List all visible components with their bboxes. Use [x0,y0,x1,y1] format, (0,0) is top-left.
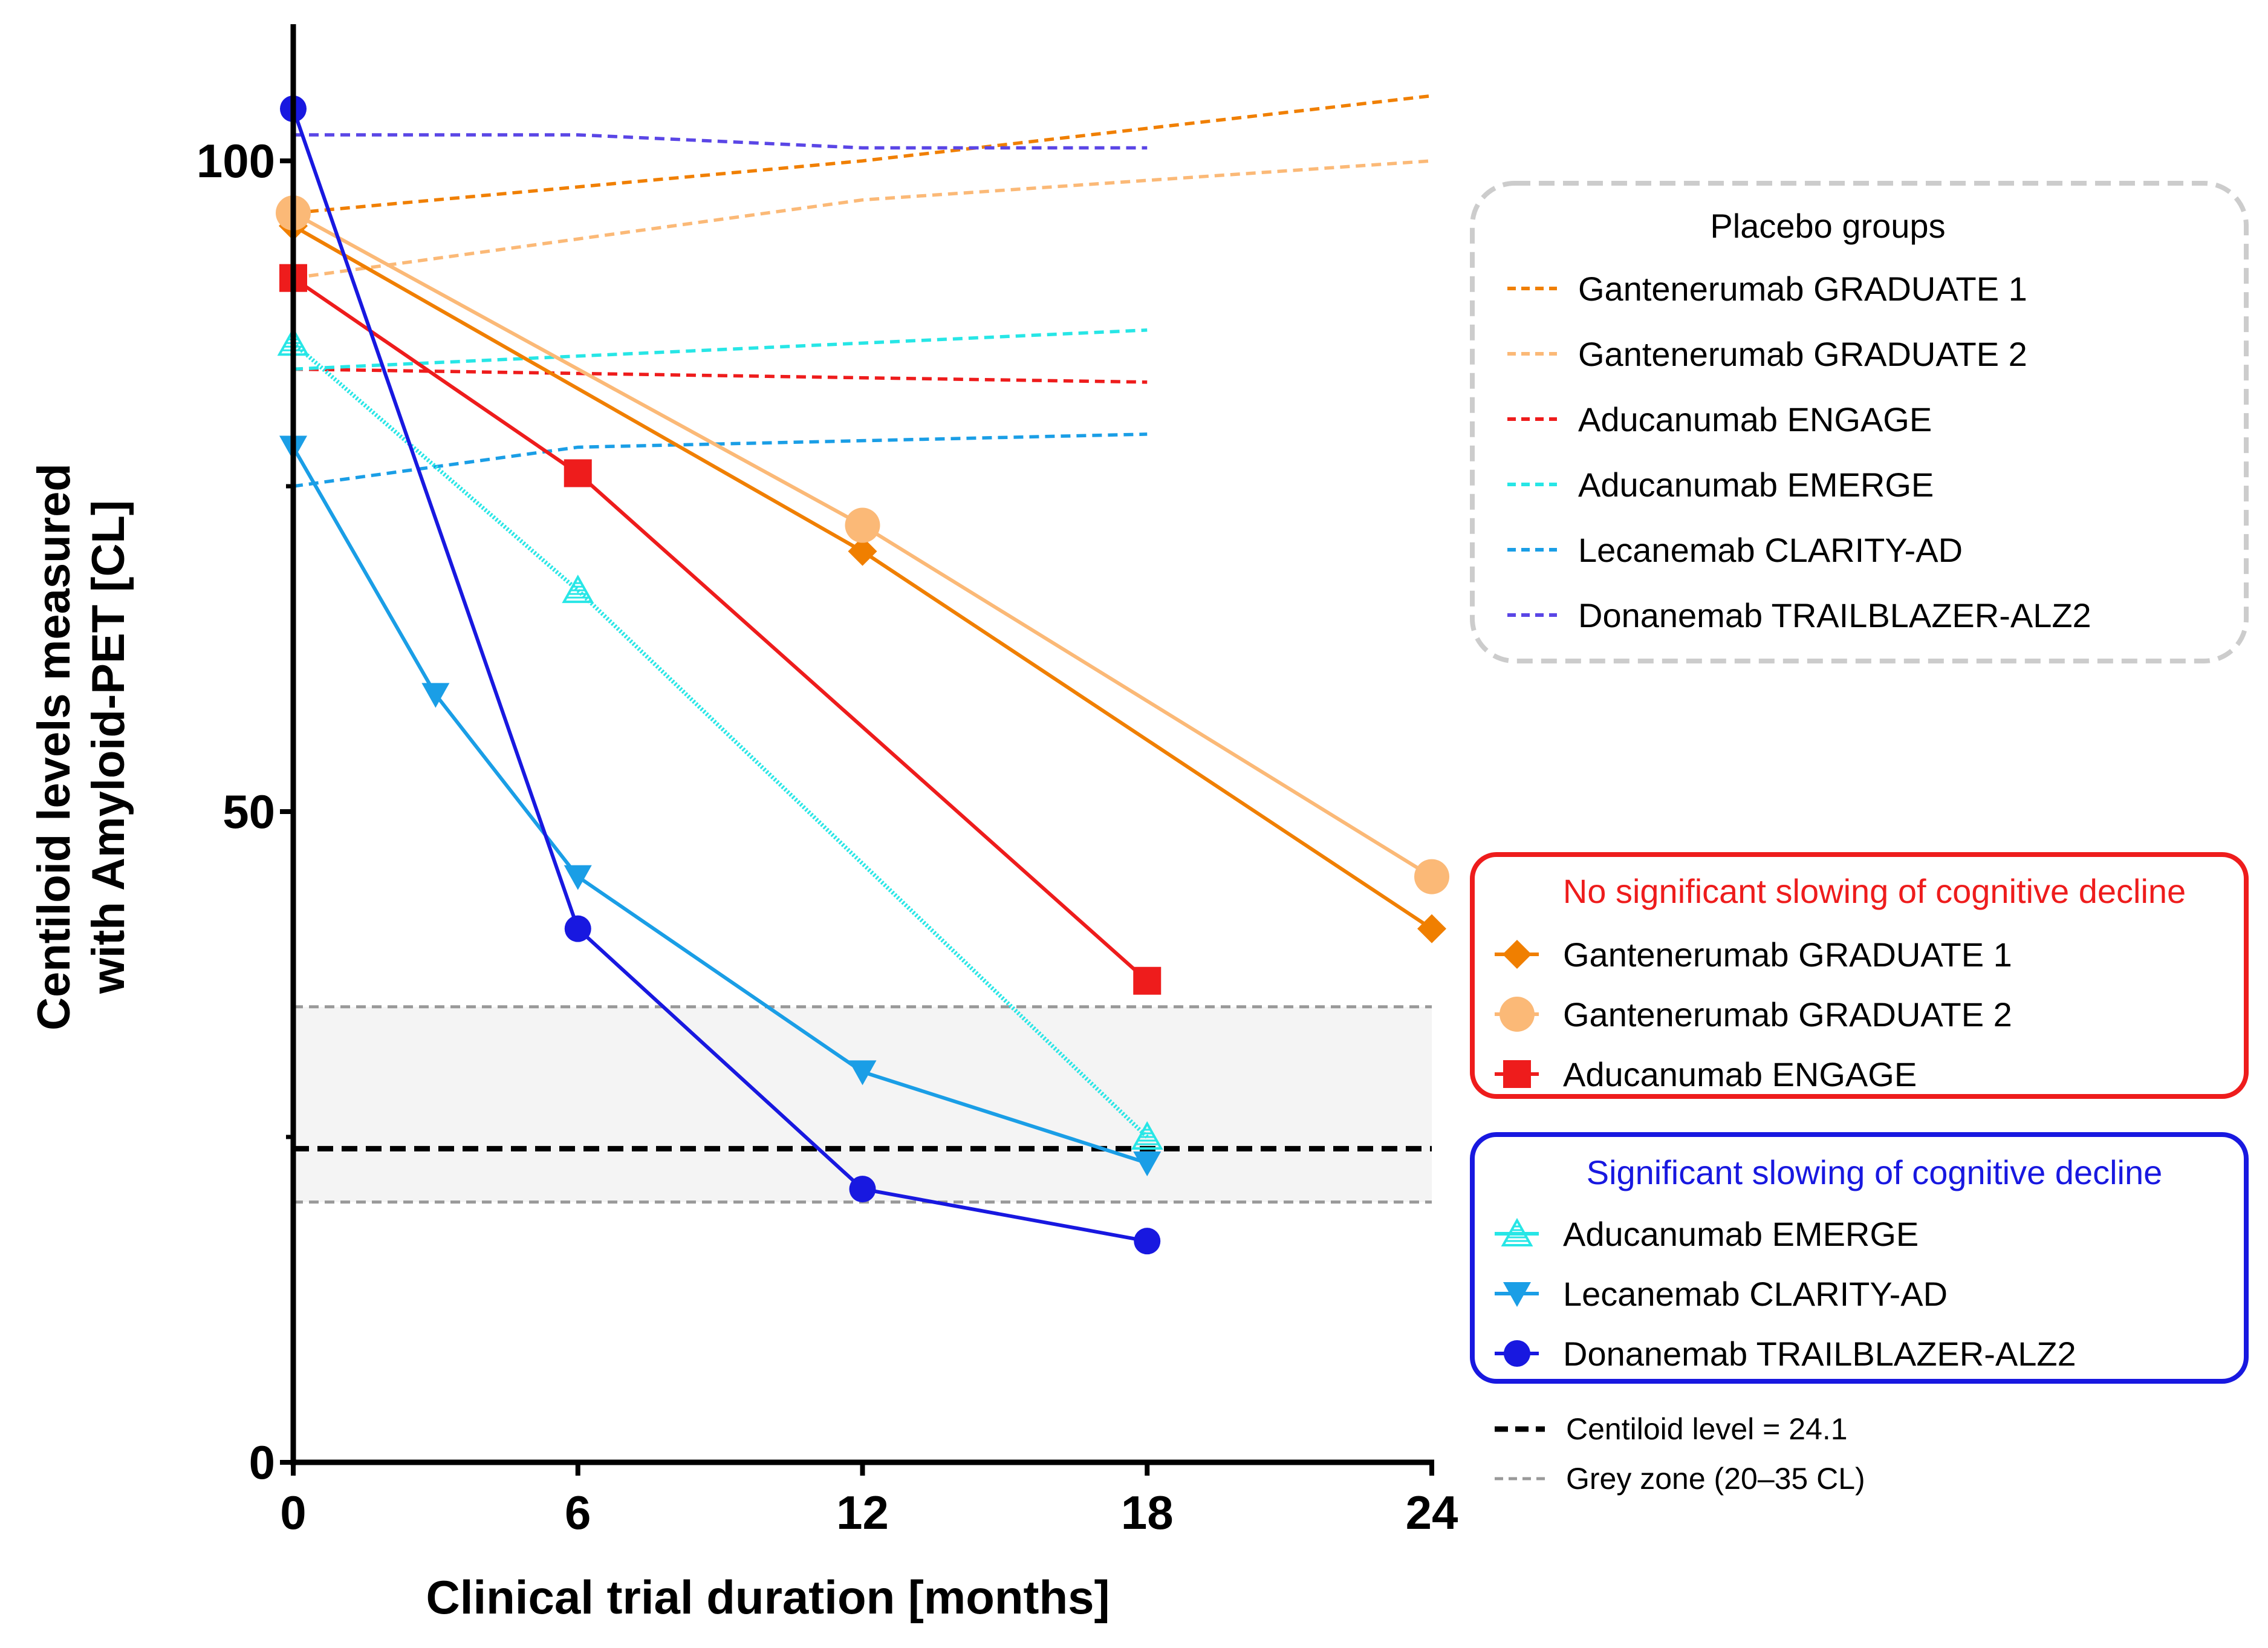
legend-slowing-marker-0 [1501,1217,1533,1246]
legend-slowing-label-1: Lecanemab CLARITY-AD [1563,1275,1948,1313]
legend-slowing-marker-2 [1504,1340,1530,1367]
legend-placebo-title: Placebo groups [1710,207,1945,245]
legend-placebo-label-5: Donanemab TRAILBLAZER-ALZ2 [1578,596,2091,634]
treatment-line-5 [291,108,1148,1243]
treatment-point-4-3 [848,1060,877,1086]
legend-placebo-label-2: Aducanumab ENGAGE [1578,400,1932,438]
x-tick-label-1: 6 [565,1486,591,1539]
y-tick-label-1: 50 [223,785,275,838]
treatment-point-5-1 [564,915,591,942]
legend-placebo-label-0: Gantenerumab GRADUATE 1 [1578,270,2027,308]
grey-zone-layer [293,1005,1432,1204]
legend-placebo-label-1: Gantenerumab GRADUATE 2 [1578,335,2027,373]
legend-placebo-box [1470,181,2249,663]
axes-layer: 0 50 100 0 6 12 18 24 Clinical trial duration [m… [28,24,1458,1624]
legend-no_slowing-marker-0 [1503,940,1532,969]
placebo-line-4 [293,432,1148,488]
treatment-point-3-2 [1131,1121,1163,1150]
legend-no_slowing-box [1470,852,2249,1099]
x-tick-label-0: 0 [280,1486,306,1539]
legend-no_slowing-label-2: Aducanumab ENGAGE [1563,1055,1917,1093]
legend-placebo-label-4: Lecanemab CLARITY-AD [1578,531,1963,569]
treatment-point-4-2 [564,865,592,890]
treatment-point-2-1 [564,459,592,487]
treatment-point-4-1 [421,683,450,708]
x-tick-label-4: 24 [1406,1486,1458,1539]
placebo-line-5 [293,133,1148,150]
y-axis-title: Centiloid levels measuredwith Amyloid-PE… [28,463,134,1031]
legend-slowing-box [1470,1132,2249,1384]
treatment-point-4-4 [1133,1151,1162,1177]
x-axis-title: Clinical trial duration [months] [426,1571,1110,1624]
legend-no_slowing-marker-2 [1503,1060,1531,1088]
treatment-point-1-2 [1414,859,1449,894]
y-axis-title-line-0: Centiloid levels measured [28,463,80,1031]
placebo-line-0 [293,94,1432,215]
y-tick-label-2: 100 [197,134,275,187]
treatment-line-2 [292,276,1149,982]
treatment-point-0-1 [848,536,877,566]
placebo-line-1 [293,159,1432,280]
treatment-line-0 [292,224,1433,931]
placebo-line-3 [293,328,1148,371]
legend-no_slowing-label-0: Gantenerumab GRADUATE 1 [1563,936,2012,974]
legend-no_slowing-marker-1 [1500,997,1535,1032]
legend-slowing-label-2: Donanemab TRAILBLAZER-ALZ2 [1563,1335,2076,1373]
x-tick-label-3: 18 [1121,1486,1174,1539]
placebo-line-2 [293,367,1148,384]
treatment-point-5-3 [1134,1228,1161,1255]
legend-reference: Centiloid level = 24.1 Grey zone (20–35 C… [1495,1412,1865,1496]
legend-no_slowing-title: No significant slowing of cognitive decl… [1563,872,2186,910]
treatment-point-0-2 [1417,914,1446,943]
legend-slowing-title: Significant slowing of cognitive decline [1587,1153,2163,1191]
legend-placebo: Placebo groups Gantenerumab GRADUATE 1 Gan… [1470,181,2249,663]
y-axis-title-line-1: with Amyloid-PET [CL] [83,500,134,994]
legend-layer: Placebo groups Gantenerumab GRADUATE 1 Gan… [1470,181,2249,1496]
legend-slowing-label-0: Aducanumab EMERGE [1563,1215,1919,1253]
y-tick-label-0: 0 [249,1436,275,1489]
grey-zone-band [293,1006,1432,1202]
x-tick-label-2: 12 [836,1486,889,1539]
legend-slowing: Significant slowing of cognitive decline… [1470,1132,2249,1384]
legend-reference-label-0: Centiloid level = 24.1 [1566,1412,1848,1446]
legend-slowing-marker-1 [1503,1282,1531,1307]
treatment-point-2-2 [1133,966,1162,995]
legend-reference-label-1: Grey zone (20–35 CL) [1566,1462,1865,1496]
legend-placebo-label-3: Aducanumab EMERGE [1578,466,1934,504]
treatment-point-3-1 [562,575,594,604]
treatment-point-1-1 [845,507,880,543]
legend-no_slowing-label-1: Gantenerumab GRADUATE 2 [1563,995,2012,1034]
treatment-point-5-2 [849,1176,876,1203]
legend-no_slowing: No significant slowing of cognitive decl… [1470,852,2249,1099]
